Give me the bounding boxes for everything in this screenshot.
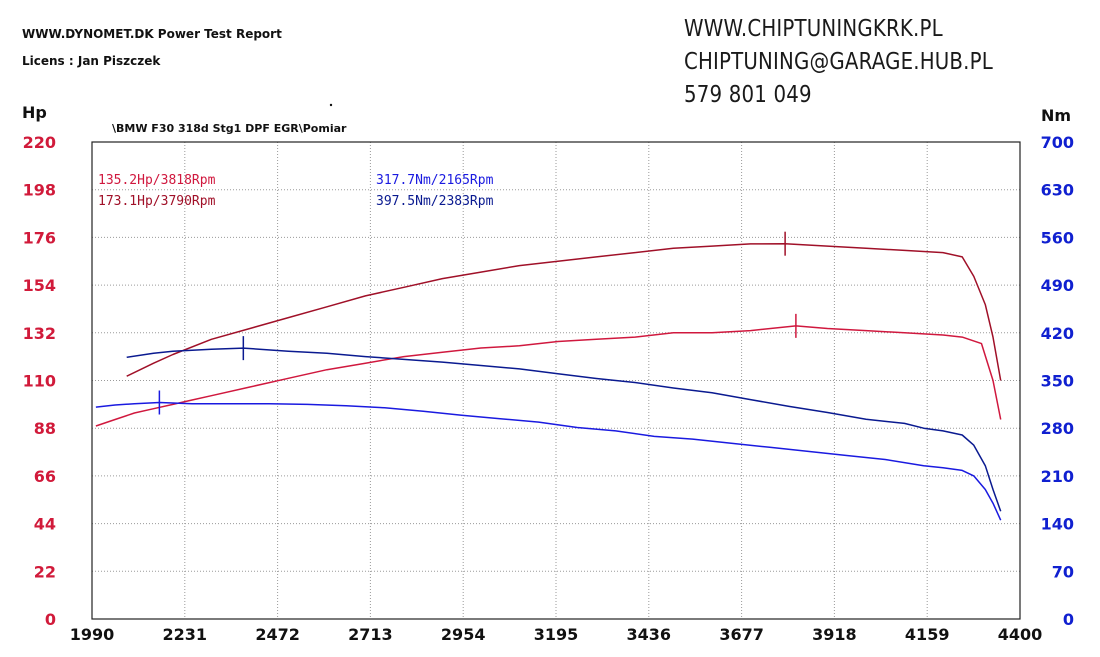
- y-right-tick-label: 280: [1041, 419, 1074, 438]
- contact-website[interactable]: WWW.CHIPTUNINGKRK.PL: [684, 16, 943, 42]
- title-dot: [329, 103, 333, 107]
- curve-power_tuned: [126, 242, 1002, 381]
- curve-torque_stock: [95, 401, 1002, 521]
- y-left-tick-label: 66: [34, 467, 56, 486]
- y-left-axis-title: Hp: [22, 103, 47, 122]
- y-right-tick-label: 70: [1052, 562, 1074, 581]
- legend-torque-tuned: 397.5Nm/2383Rpm: [376, 194, 494, 209]
- y-right-tick-label: 140: [1041, 515, 1074, 534]
- x-tick-label: 1990: [70, 625, 115, 644]
- y-left-tick-label: 22: [34, 562, 56, 581]
- y-left-tick-label: 110: [23, 372, 56, 391]
- contact-email[interactable]: CHIPTUNING@GARAGE.HUB.PL: [684, 49, 993, 75]
- y-right-tick-label: 630: [1041, 181, 1074, 200]
- license-text: Licens : Jan Piszczek: [22, 54, 161, 68]
- y-left-tick-label: 198: [23, 181, 56, 200]
- y-right-tick-label: 0: [1063, 610, 1074, 629]
- chart-frame: [91, 141, 1021, 620]
- x-tick-label: 4400: [998, 625, 1043, 644]
- peak-markers: [158, 231, 797, 415]
- y-left-tick-label: 220: [23, 133, 56, 152]
- y-left-tick-label: 88: [34, 419, 56, 438]
- y-right-tick-label: 700: [1041, 133, 1074, 152]
- x-tick-label: 2472: [255, 625, 300, 644]
- y-right-axis-title: Nm: [1041, 106, 1071, 125]
- report-title: WWW.DYNOMET.DK Power Test Report: [22, 27, 282, 41]
- y-right-tick-label: 560: [1041, 228, 1074, 247]
- y-left-tick-label: 0: [45, 610, 56, 629]
- y-right-tick-label: 210: [1041, 467, 1074, 486]
- y-right-tick-label: 490: [1041, 276, 1074, 295]
- y-left-tick-label: 154: [23, 276, 56, 295]
- y-left-tick-label: 44: [34, 515, 56, 534]
- legend-power-tuned: 173.1Hp/3790Rpm: [98, 194, 216, 209]
- contact-phone: 579 801 049: [684, 82, 812, 108]
- legend-power-stock: 135.2Hp/3818Rpm: [98, 173, 216, 188]
- tick-labels: 0 22 44 66 88 110 132 154 176 198 220 0 70 140 210 280 3…: [23, 133, 1074, 644]
- chart-grid: [92, 142, 1020, 619]
- x-tick-label: 2231: [163, 625, 208, 644]
- x-tick-label: 2713: [348, 625, 393, 644]
- x-tick-label: 3918: [812, 625, 857, 644]
- y-right-tick-label: 350: [1041, 372, 1074, 391]
- x-tick-label: 4159: [905, 625, 950, 644]
- x-tick-label: 3195: [534, 625, 579, 644]
- chart-curves: [95, 242, 1002, 521]
- curve-power_stock: [95, 325, 1002, 427]
- x-tick-label: 3677: [719, 625, 764, 644]
- y-left-tick-label: 132: [23, 324, 56, 343]
- x-tick-label: 2954: [441, 625, 486, 644]
- curve-torque_tuned: [126, 347, 1002, 512]
- chart-title: \BMW F30 318d Stg1 DPF EGR\Pomiar: [112, 122, 347, 135]
- legend-torque-stock: 317.7Nm/2165Rpm: [376, 173, 494, 188]
- plot-border: [91, 141, 1021, 620]
- y-right-tick-label: 420: [1041, 324, 1074, 343]
- y-left-tick-label: 176: [23, 228, 56, 247]
- x-tick-label: 3436: [627, 625, 672, 644]
